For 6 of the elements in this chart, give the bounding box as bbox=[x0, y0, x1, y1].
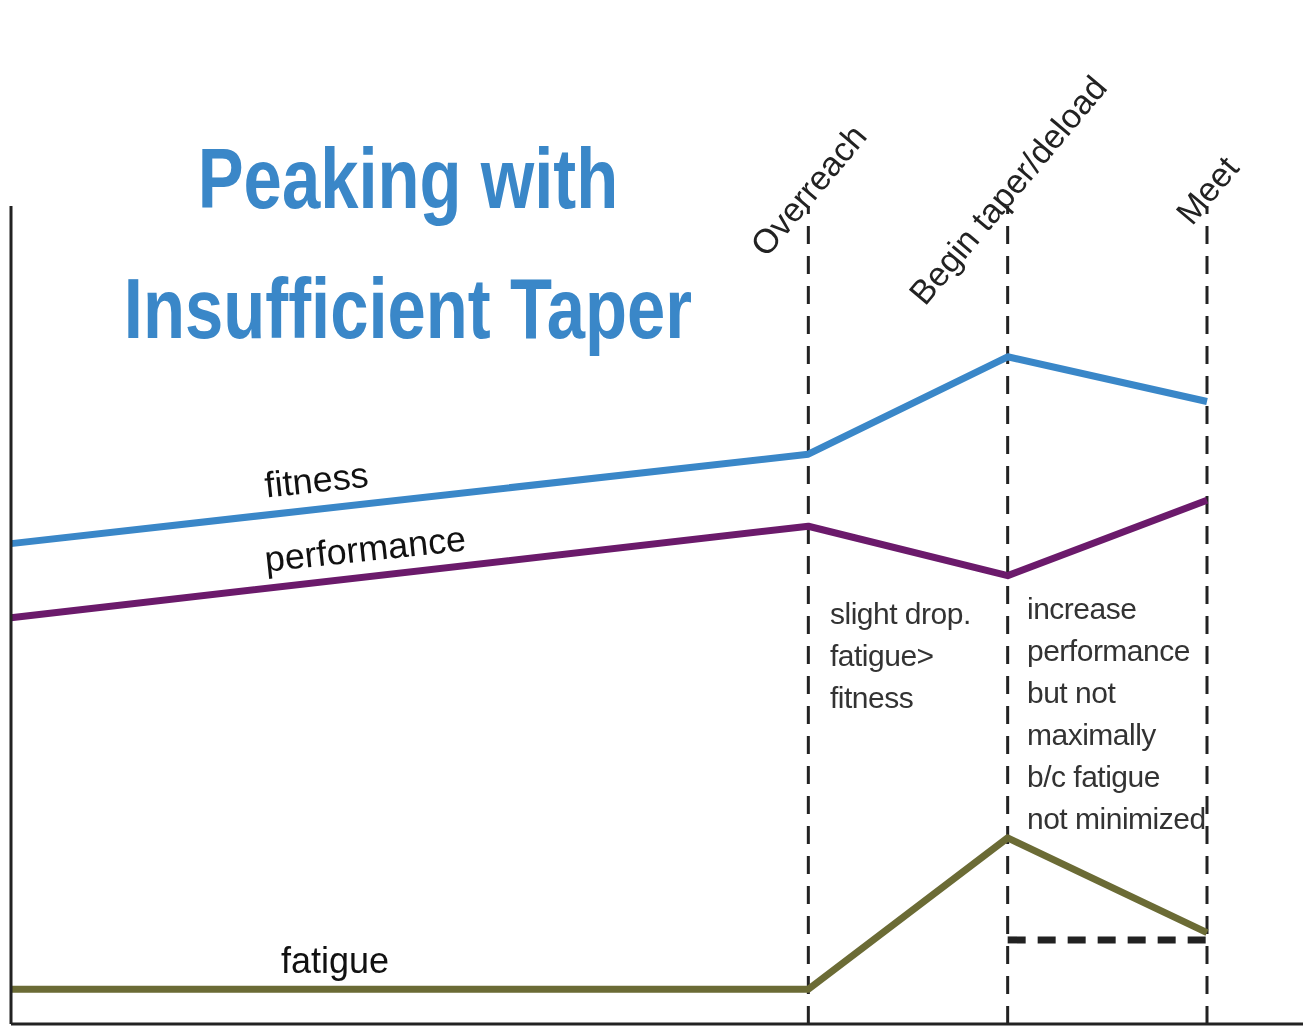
text: performance bbox=[262, 517, 468, 580]
annotation: slight drop. fatigue> fitness bbox=[830, 596, 971, 716]
text: fitness bbox=[262, 453, 371, 506]
annotation: increase performance but not maximally b/c fatigue not minimized bbox=[1027, 591, 1206, 837]
chart-title: Peaking with Insufficient Taper bbox=[122, 129, 694, 358]
series-label: fatigue bbox=[281, 940, 390, 982]
